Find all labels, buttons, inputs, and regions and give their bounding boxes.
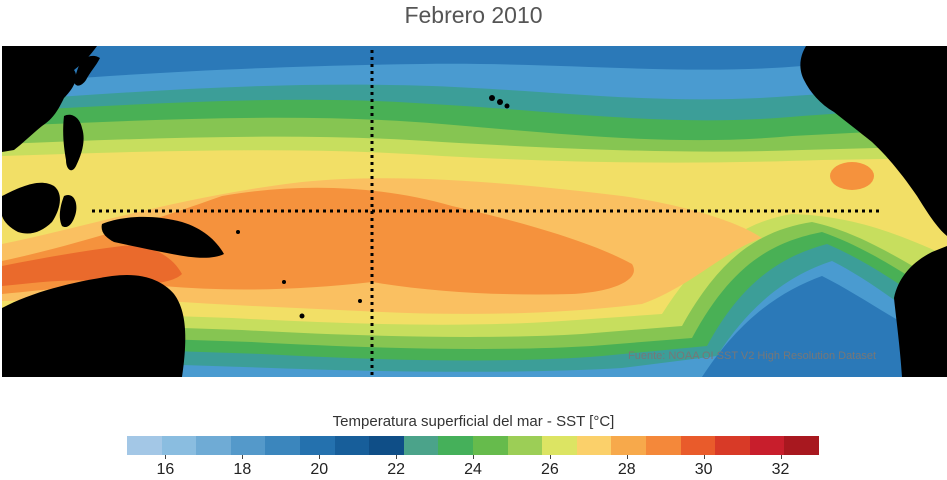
land-hawaii-2 <box>497 99 503 105</box>
colorbar-swatch <box>438 436 473 455</box>
land-pacific-isle-3 <box>358 299 362 303</box>
colorbar-swatch <box>161 436 197 455</box>
colorbar-swatch <box>611 436 646 455</box>
land-pacific-isle-4 <box>236 230 240 234</box>
land-pacific-isle-2 <box>299 313 305 319</box>
colorbar-tick-mark <box>703 455 705 459</box>
colorbar-tick-label: 30 <box>694 461 713 478</box>
colorbar-swatch <box>265 436 300 455</box>
colorbar-ticks: 16 18 20 22 24 26 28 30 32 <box>0 455 947 480</box>
colorbar-tick-label: 26 <box>540 461 559 478</box>
land-south-america <box>894 246 947 377</box>
colorbar-tick-mark <box>396 455 398 459</box>
colorbar-swatch <box>507 436 543 455</box>
sst-map-canvas <box>2 46 947 377</box>
land-hawaii <box>489 95 495 101</box>
band-warm-east <box>830 162 874 190</box>
land-australia <box>2 274 186 377</box>
colorbar-tick-label: 18 <box>233 461 252 478</box>
colorbar-swatch <box>784 436 819 455</box>
land-masses <box>2 46 947 377</box>
land-sulawesi <box>59 194 77 228</box>
source-note: Fuente: NOAA OI SST V2 High Resolution D… <box>628 350 877 362</box>
colorbar-swatch <box>334 436 370 455</box>
colorbar-tick-label: 20 <box>310 461 329 478</box>
colorbar-tick-mark <box>626 455 628 459</box>
sst-map <box>2 46 947 377</box>
colorbar-swatch <box>576 436 612 455</box>
colorbar-title: Temperatura superficial del mar - SST [°… <box>332 413 615 430</box>
colorbar-swatch <box>645 436 681 455</box>
colorbar-tick-label: 28 <box>617 461 636 478</box>
colorbar-swatch <box>749 436 785 455</box>
colorbar-tick-label: 32 <box>771 461 790 478</box>
land-asia <box>2 46 97 152</box>
land-borneo-sumatra <box>2 182 60 234</box>
colorbar-swatch <box>715 436 750 455</box>
land-hawaii-3 <box>504 103 510 109</box>
colorbar-swatch <box>680 436 716 455</box>
colorbar-tick-mark <box>242 455 244 459</box>
land-americas <box>800 46 947 236</box>
colorbar-tick-mark <box>319 455 321 459</box>
colorbar-tick-mark <box>549 455 551 459</box>
colorbar-swatch <box>542 436 577 455</box>
colorbar-swatch <box>196 436 231 455</box>
colorbar-swatch <box>403 436 439 455</box>
colorbar-tick-mark <box>473 455 474 459</box>
colorbar-tick-mark <box>780 455 782 459</box>
land-philippines <box>63 114 84 171</box>
colorbar-swatch <box>472 436 508 455</box>
colorbar-swatch <box>230 436 266 455</box>
land-pacific-isle <box>282 280 286 284</box>
colorbar-tick-label: 16 <box>156 461 175 478</box>
map-title: Febrero 2010 <box>404 2 543 28</box>
colorbar-swatch <box>299 436 335 455</box>
land-japan <box>74 55 100 86</box>
land-new-guinea <box>101 216 224 258</box>
colorbar-swatch <box>127 436 162 455</box>
colorbar-swatch <box>369 436 404 455</box>
colorbar-tick-mark <box>165 455 167 459</box>
colorbar-tick-label: 24 <box>464 461 482 478</box>
colorbar-tick-label: 22 <box>387 461 405 478</box>
colorbar <box>127 436 819 455</box>
